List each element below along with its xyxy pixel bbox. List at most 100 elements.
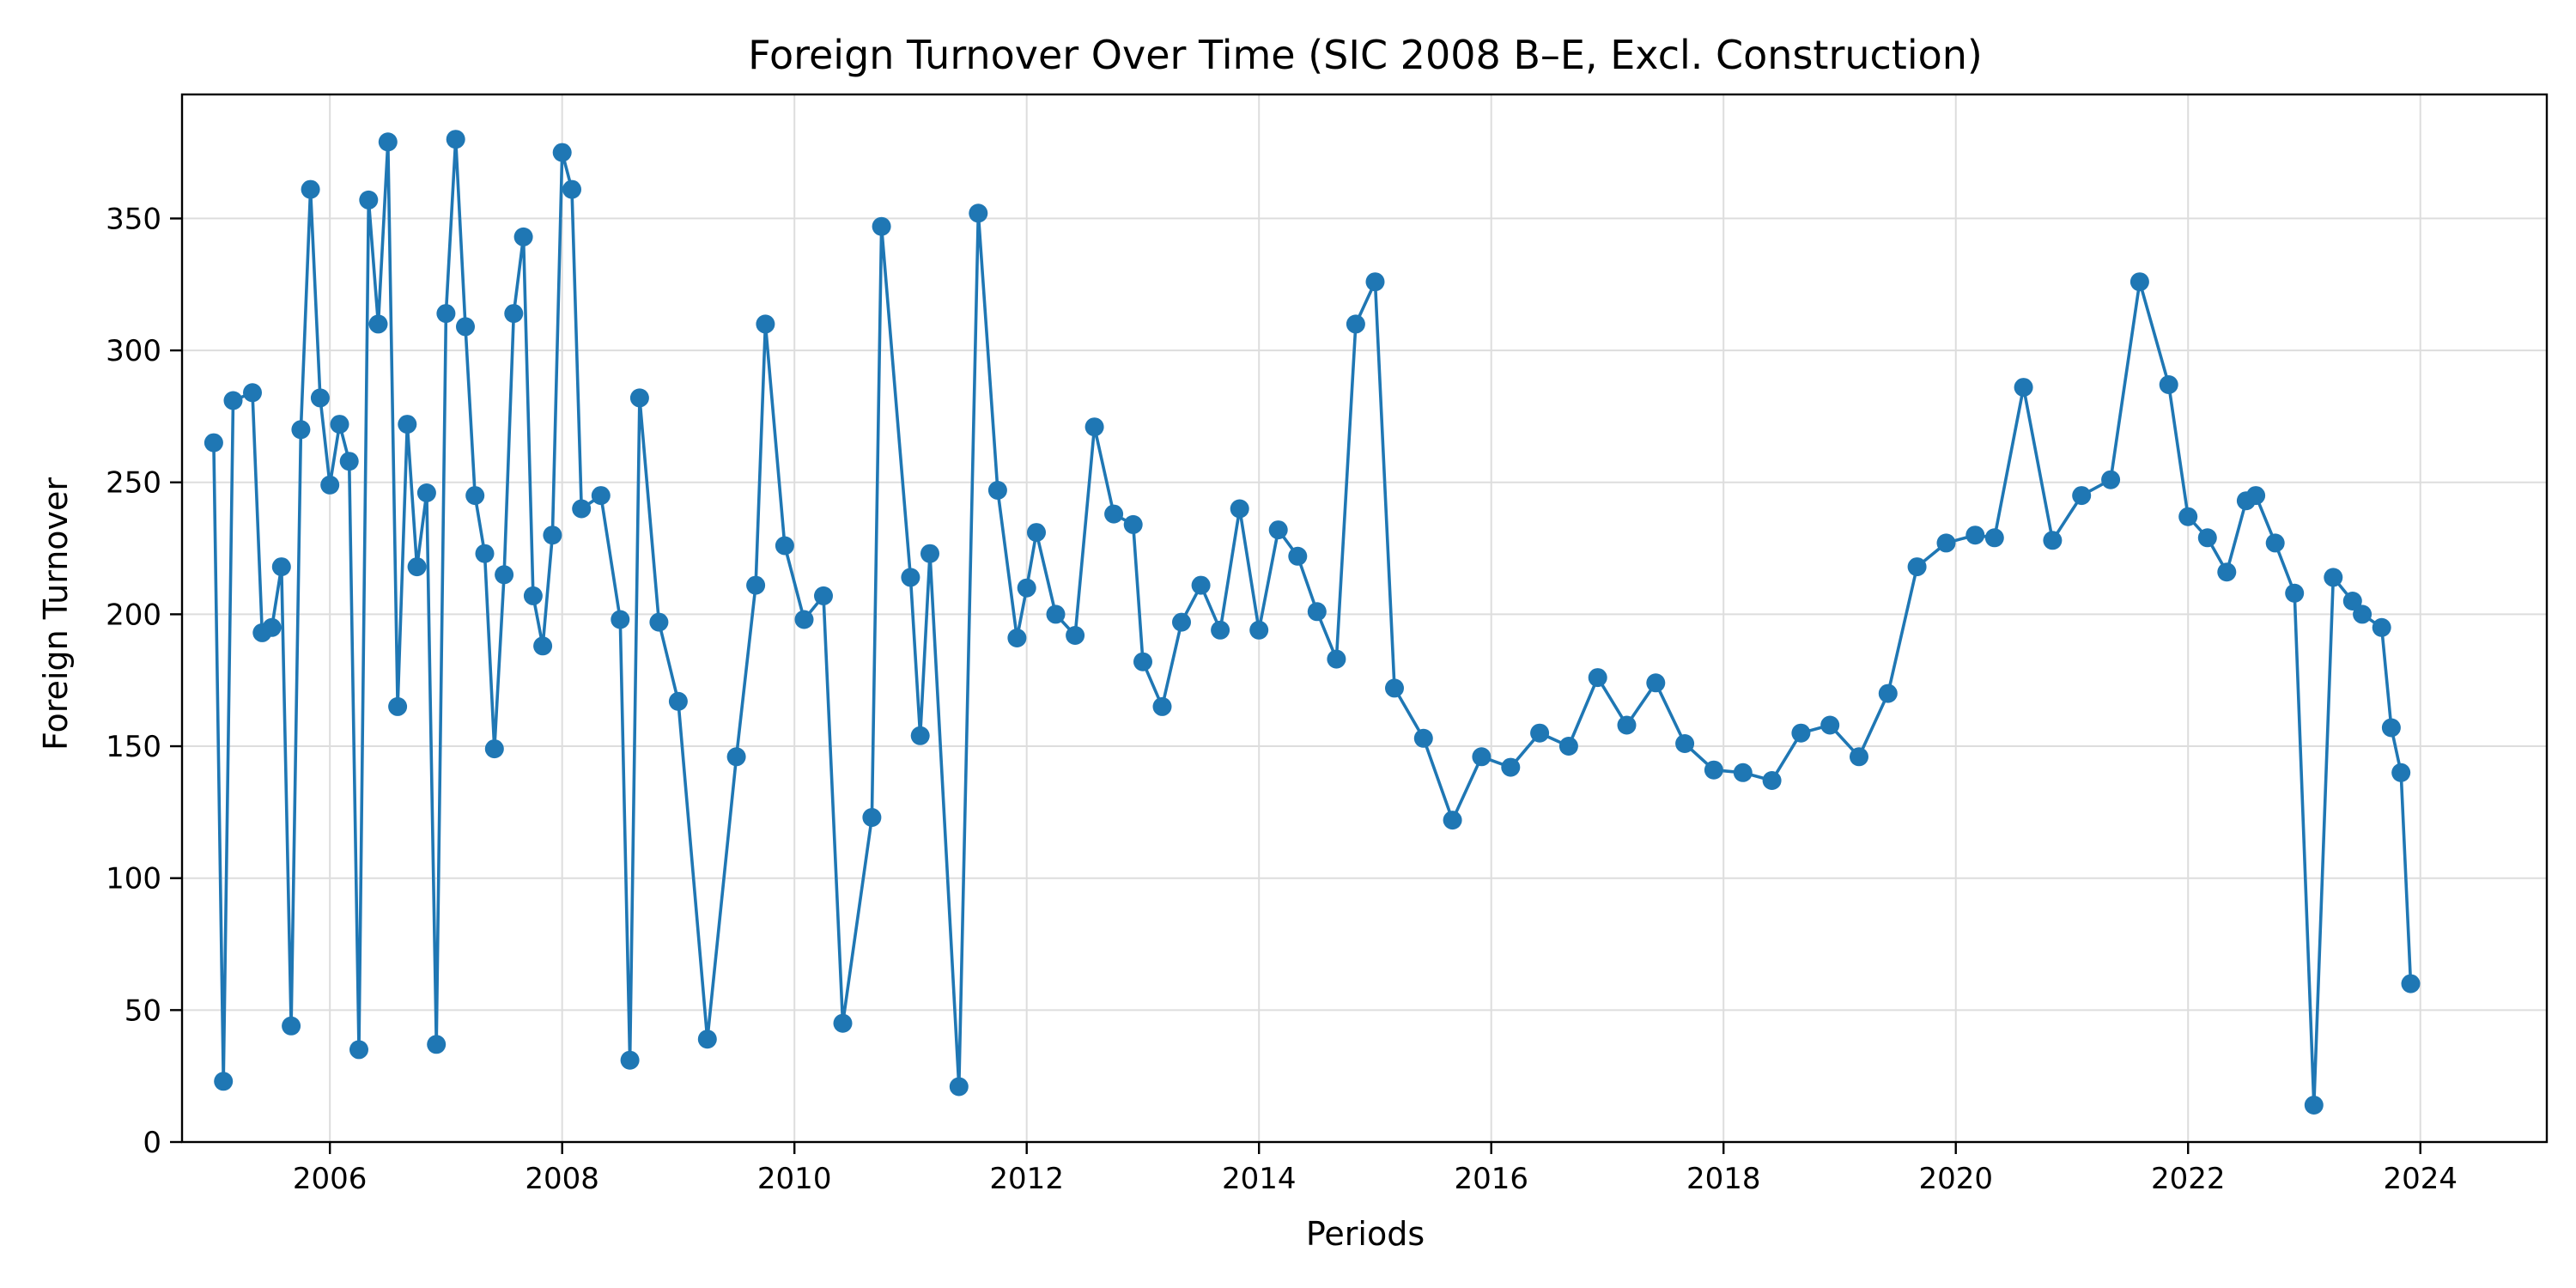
data-point	[2197, 528, 2217, 548]
data-point	[1617, 715, 1637, 735]
data-point	[1385, 678, 1404, 698]
data-point	[291, 420, 311, 440]
data-point	[495, 565, 514, 585]
x-tick-label: 2020	[1918, 1162, 1993, 1196]
data-point	[2101, 470, 2121, 489]
y-axis-ticks: 0 50 100 150 200 250 300 350	[106, 202, 182, 1160]
data-point	[969, 204, 988, 223]
x-tick-label: 2010	[757, 1162, 832, 1196]
data-point	[359, 190, 379, 210]
data-point	[262, 617, 282, 637]
data-point	[223, 391, 243, 410]
x-tick-label: 2022	[2151, 1162, 2226, 1196]
y-tick-label: 350	[106, 202, 161, 236]
data-point	[1850, 747, 1868, 767]
data-point	[620, 1050, 640, 1070]
data-point	[456, 317, 475, 337]
data-point	[446, 130, 465, 149]
data-point	[1588, 668, 1607, 688]
data-point	[2178, 507, 2198, 526]
data-point	[523, 586, 543, 605]
data-point	[2372, 617, 2391, 637]
x-tick-label: 2006	[293, 1162, 368, 1196]
data-point	[552, 143, 572, 162]
data-point	[572, 499, 592, 519]
data-point	[746, 575, 766, 595]
data-point	[282, 1016, 301, 1036]
data-point	[794, 610, 814, 629]
data-point	[1984, 528, 2004, 548]
data-point	[1907, 557, 1927, 577]
data-point	[649, 612, 669, 632]
x-tick-label: 2008	[525, 1162, 599, 1196]
data-point	[1646, 673, 1666, 693]
data-point	[1249, 620, 1269, 640]
data-point	[1878, 683, 1898, 703]
data-point	[1791, 723, 1811, 743]
data-point	[987, 481, 1007, 500]
data-point	[310, 388, 330, 408]
data-point	[301, 179, 320, 199]
data-point	[1346, 314, 1365, 334]
data-point	[533, 636, 553, 656]
data-point	[2043, 531, 2063, 550]
data-point	[1123, 514, 1143, 534]
plot-frame	[180, 93, 2549, 1144]
data-point	[504, 304, 524, 324]
data-point	[2285, 583, 2305, 603]
data-point	[1501, 757, 1521, 777]
data-point	[814, 586, 833, 605]
data-point	[243, 383, 262, 403]
data-point	[1104, 504, 1124, 524]
data-point	[1172, 612, 1191, 632]
data-point	[1733, 762, 1753, 782]
data-point	[2391, 762, 2411, 782]
data-point	[2304, 1096, 2324, 1115]
data-point	[2381, 718, 2401, 738]
data-point	[1762, 771, 1782, 790]
data-point	[1327, 649, 1346, 669]
data-point	[465, 486, 485, 506]
data-point	[949, 1077, 969, 1097]
data-point	[1017, 578, 1036, 598]
data-point	[2246, 486, 2266, 506]
data-point	[2217, 562, 2237, 582]
x-tick-label: 2012	[989, 1162, 1064, 1196]
data-point	[475, 544, 495, 563]
data-point	[330, 415, 349, 434]
data-point	[1230, 499, 1249, 519]
data-point	[1820, 715, 1840, 735]
data-point	[756, 314, 775, 334]
data-point	[1704, 760, 1723, 780]
data-point	[1191, 575, 1211, 595]
data-point	[1936, 533, 1956, 553]
y-tick-label: 0	[143, 1126, 161, 1160]
data-point	[1443, 811, 1462, 830]
data-point	[1046, 605, 1066, 624]
data-point	[416, 483, 436, 502]
data-point	[1530, 723, 1550, 743]
data-point	[833, 1013, 853, 1033]
data-point	[562, 179, 581, 199]
data-point	[901, 568, 920, 587]
data-point	[2342, 592, 2362, 611]
y-tick-label: 50	[125, 993, 161, 1028]
data-point	[513, 227, 533, 246]
data-point	[388, 696, 408, 716]
data-point	[2014, 378, 2033, 398]
data-point	[1365, 272, 1385, 292]
data-point	[1007, 629, 1027, 647]
data-point	[697, 1030, 717, 1049]
data-point	[427, 1035, 447, 1054]
y-axis-label: Foreign Turnover	[37, 477, 75, 750]
data-point	[2353, 605, 2372, 624]
data-point	[320, 475, 340, 495]
data-point	[1268, 520, 1288, 540]
data-point	[2072, 486, 2092, 506]
data-point	[2401, 974, 2421, 993]
data-point	[339, 452, 359, 471]
data-point	[1288, 546, 1308, 566]
y-tick-label: 100	[106, 862, 161, 896]
data-point	[271, 557, 291, 577]
